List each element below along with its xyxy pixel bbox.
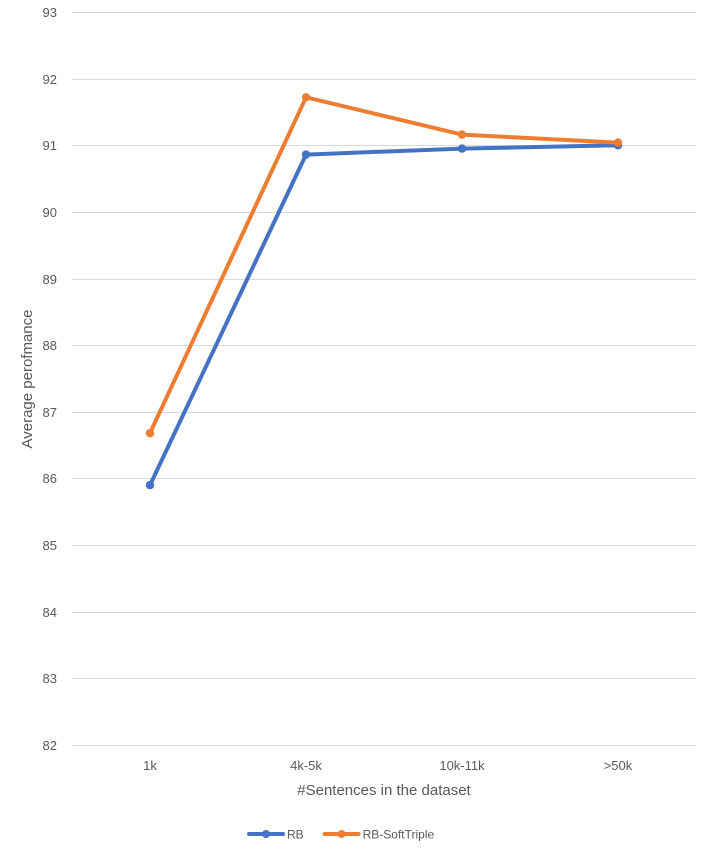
y-tick-label: 90 [43, 205, 57, 220]
y-tick-label: 83 [43, 671, 57, 686]
y-tick-label: 85 [43, 538, 57, 553]
x-tick-label: 4k-5k [290, 758, 322, 773]
data-point [145, 480, 155, 490]
legend-label: RB [287, 828, 304, 842]
series-rb-softtriple [145, 93, 623, 438]
x-axis-title: #Sentences in the dataset [297, 782, 471, 799]
y-axis-title: Average perofmance [19, 310, 36, 449]
data-point [301, 150, 311, 159]
series-line [148, 95, 620, 436]
legend-swatch-marker [337, 830, 346, 838]
legend-item-rb: RB [247, 828, 304, 842]
y-tick-label: 84 [43, 605, 57, 620]
legend-swatch-marker [262, 830, 270, 838]
data-point [145, 428, 155, 438]
legend: RB RB-SoftTriple [247, 828, 435, 842]
y-tick-label: 86 [43, 471, 57, 486]
x-tick-label: 1k [143, 758, 157, 773]
y-tick-label: 93 [43, 5, 57, 20]
y-tick-label: 91 [43, 138, 57, 153]
gridlines [72, 12, 696, 746]
legend-label: RB-SoftTriple [363, 828, 435, 842]
y-axis-ticks: 82 83 84 85 86 87 88 89 90 91 92 93 [43, 5, 57, 753]
y-tick-label: 87 [43, 405, 57, 420]
x-tick-label: >50k [604, 758, 633, 773]
legend-item-rb-softtriple: RB-SoftTriple [322, 828, 435, 842]
series-rb [145, 141, 623, 490]
series-lines [145, 93, 623, 490]
data-point [457, 144, 467, 153]
data-point [613, 138, 623, 147]
y-tick-label: 92 [43, 72, 57, 87]
series-line [148, 143, 620, 488]
x-axis-ticks: 1k 4k-5k 10k-11k >50k [143, 758, 633, 773]
data-point [301, 93, 311, 102]
y-tick-label: 89 [43, 272, 57, 287]
y-tick-label: 88 [43, 338, 57, 353]
y-tick-label: 82 [43, 738, 57, 753]
x-tick-label: 10k-11k [439, 758, 485, 773]
data-point [457, 130, 467, 139]
